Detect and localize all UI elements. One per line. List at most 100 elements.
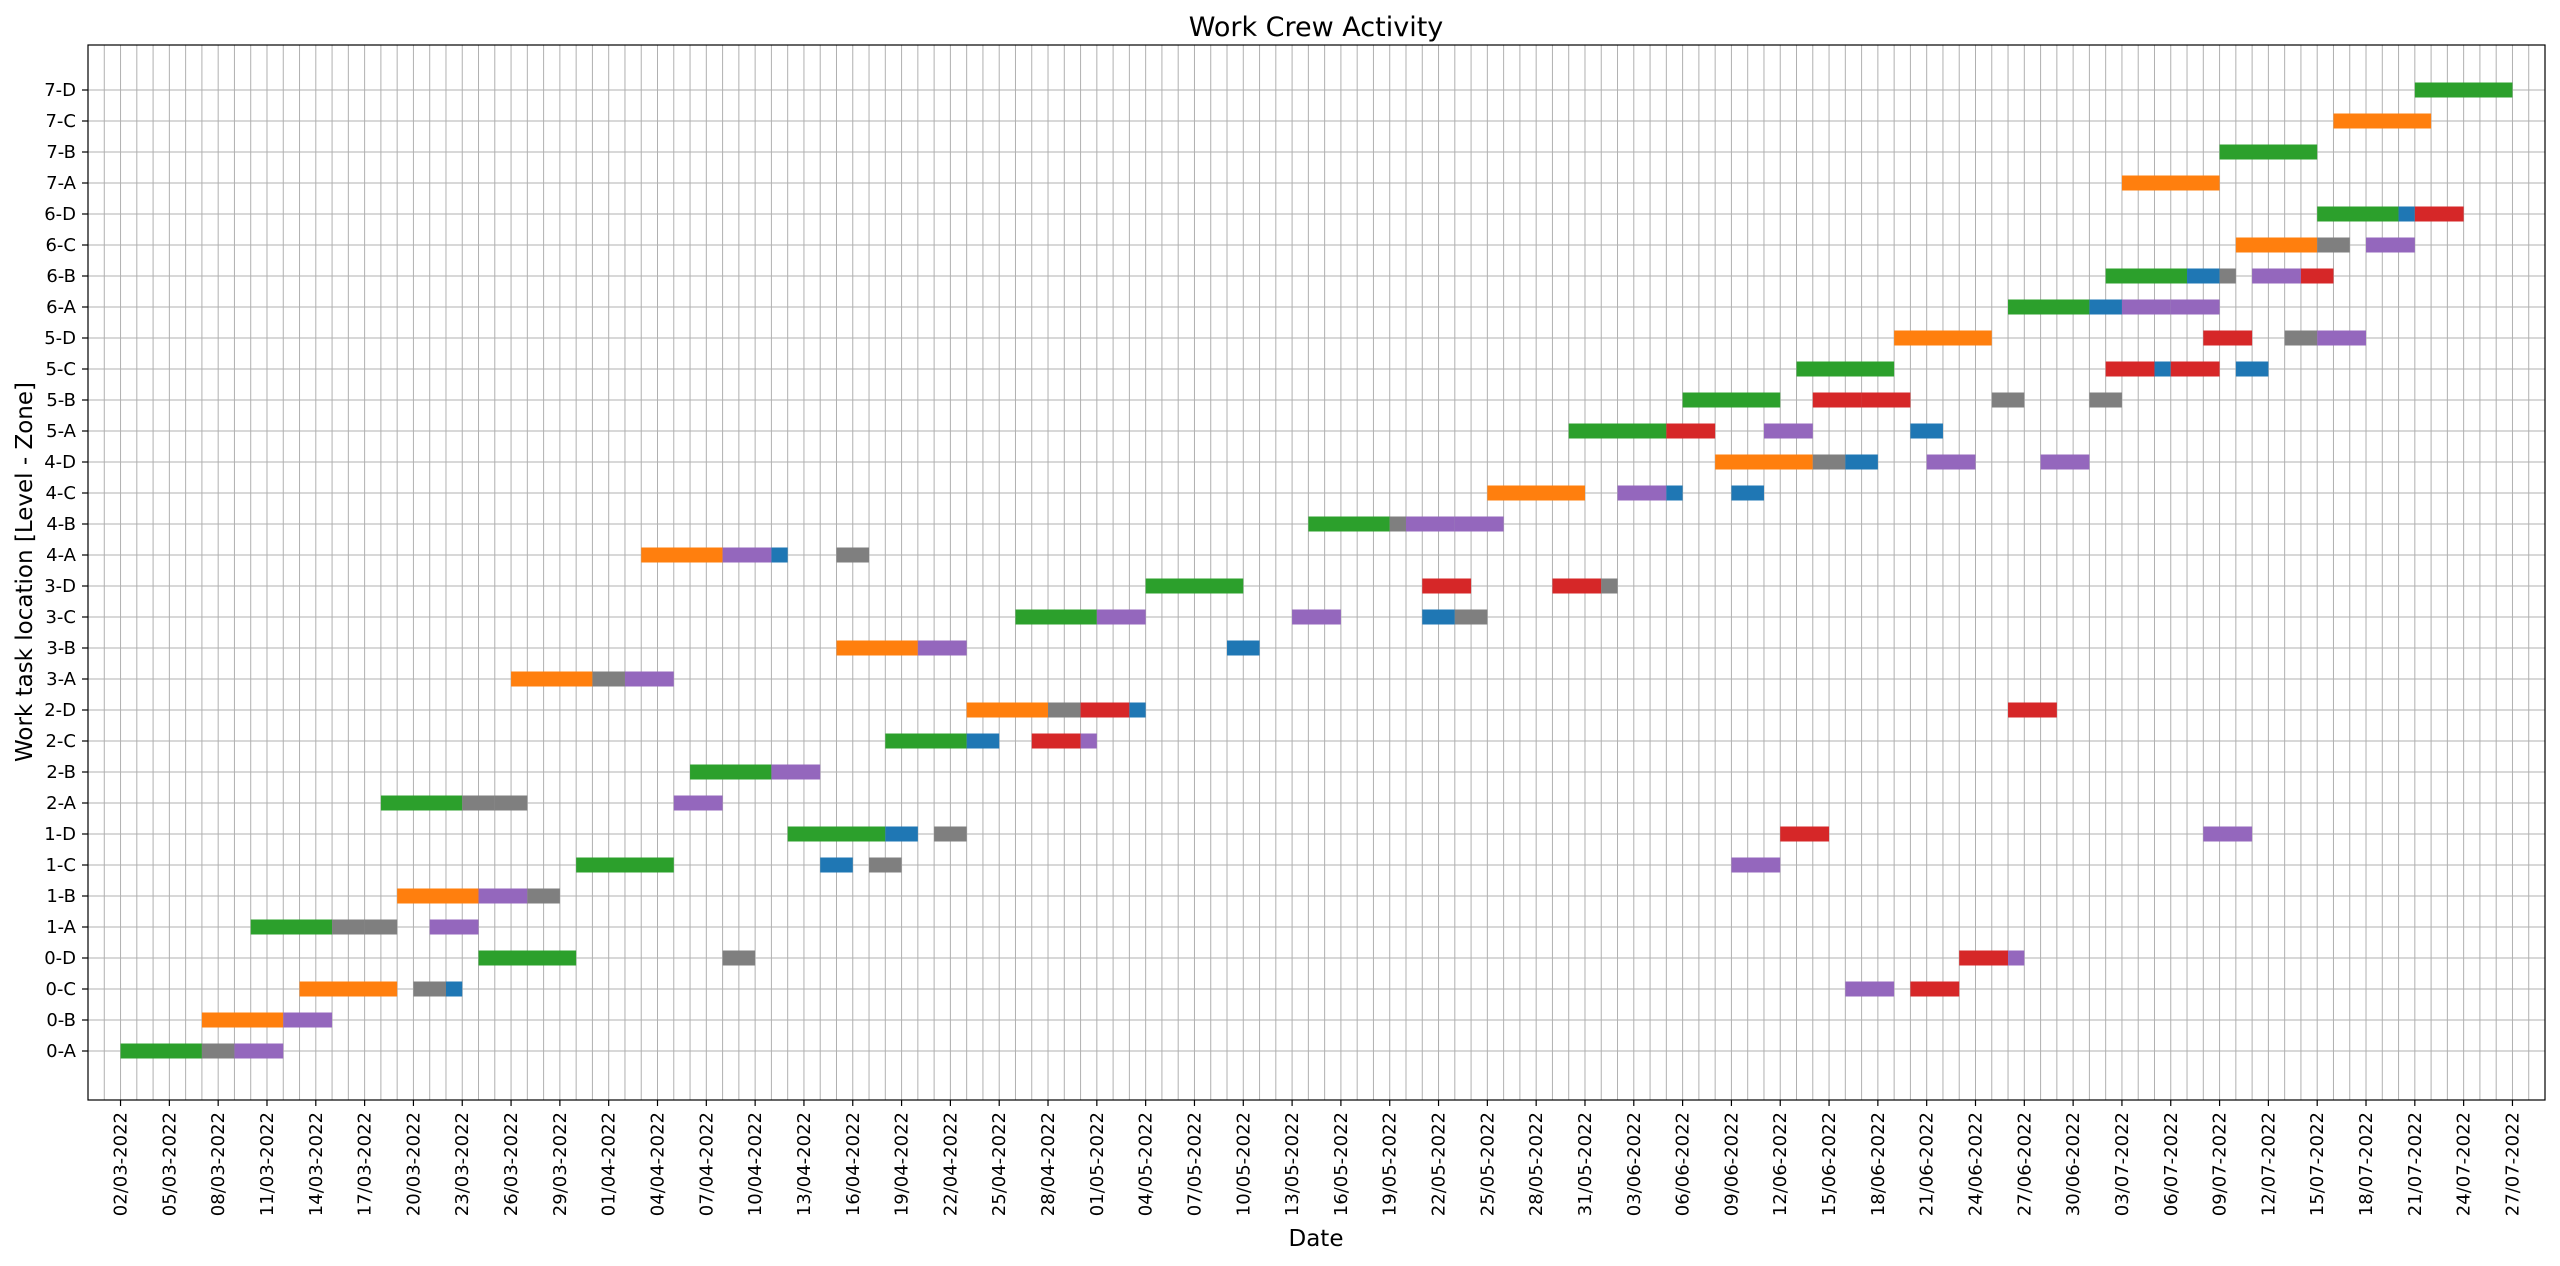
task-bar bbox=[641, 547, 723, 563]
x-tick-label: 21/06-2022 bbox=[1917, 1112, 1938, 1216]
x-tick-label: 30/06-2022 bbox=[2063, 1112, 2084, 1216]
x-tick-label: 22/04-2022 bbox=[940, 1112, 961, 1216]
task-bar bbox=[1145, 578, 1244, 594]
task-bar bbox=[2366, 237, 2415, 253]
y-tick-label: 3-B bbox=[46, 638, 76, 659]
y-tick-label: 4-B bbox=[46, 514, 76, 535]
task-bar bbox=[201, 1043, 235, 1059]
x-tick-label: 24/07-2022 bbox=[2454, 1112, 2475, 1216]
y-tick-label: 6-A bbox=[46, 297, 77, 318]
task-bar bbox=[2414, 206, 2464, 222]
task-bar bbox=[2284, 330, 2318, 346]
task-bar bbox=[380, 795, 463, 811]
y-tick-label: 3-C bbox=[45, 607, 76, 628]
task-bar bbox=[1129, 702, 1146, 718]
task-bar bbox=[2008, 299, 2090, 315]
x-tick-label: 14/03-2022 bbox=[306, 1112, 327, 1216]
grid-lines bbox=[88, 45, 2545, 1100]
task-bar bbox=[2235, 361, 2269, 377]
task-bar bbox=[2317, 330, 2367, 346]
task-bar bbox=[1080, 702, 1130, 718]
x-tick-label: 20/03-2022 bbox=[403, 1112, 424, 1216]
y-tick-label: 1-B bbox=[46, 886, 76, 907]
task-bar bbox=[2040, 454, 2090, 470]
task-bars bbox=[120, 82, 2513, 1059]
x-tick-label: 06/07-2022 bbox=[2161, 1112, 2182, 1216]
task-bar bbox=[299, 981, 398, 997]
y-tick-label: 1-D bbox=[44, 824, 76, 845]
task-bar bbox=[2203, 330, 2253, 346]
task-bar bbox=[283, 1012, 333, 1028]
task-bar bbox=[1910, 981, 1960, 997]
task-bar bbox=[2398, 206, 2415, 222]
task-bar bbox=[1926, 454, 1976, 470]
x-tick-label: 07/04-2022 bbox=[696, 1112, 717, 1216]
y-tick-label: 2-C bbox=[45, 731, 76, 752]
task-bar bbox=[429, 919, 479, 935]
task-bar bbox=[2187, 268, 2220, 284]
task-bar bbox=[2317, 206, 2399, 222]
task-bar bbox=[2105, 268, 2188, 284]
task-bar bbox=[2121, 175, 2220, 191]
task-bar bbox=[2008, 950, 2025, 966]
task-bar bbox=[787, 826, 886, 842]
task-bar bbox=[1666, 485, 1683, 501]
task-bar bbox=[1796, 361, 1895, 377]
y-tick-label: 3-A bbox=[46, 669, 77, 690]
task-bar bbox=[250, 919, 333, 935]
y-tick-label: 1-C bbox=[45, 855, 76, 876]
y-tick-label: 2-D bbox=[44, 700, 76, 721]
y-tick-label: 0-C bbox=[45, 979, 76, 1000]
task-bar bbox=[966, 733, 1000, 749]
task-bar bbox=[1015, 609, 1097, 625]
chart-title: Work Crew Activity bbox=[1189, 12, 1444, 43]
task-bar bbox=[1405, 516, 1455, 532]
task-bar bbox=[2235, 237, 2318, 253]
task-bar bbox=[966, 702, 1049, 718]
y-tick-label: 5-A bbox=[46, 421, 77, 442]
x-tick-label: 04/05-2022 bbox=[1136, 1112, 1157, 1216]
task-bar bbox=[1861, 392, 1911, 408]
task-bar bbox=[1454, 516, 1504, 532]
task-bar bbox=[2089, 392, 2122, 408]
y-axis-label: Work task location [Level - Zone] bbox=[12, 382, 38, 762]
x-axis-ticks: 02/03-2022 05/03-2022 08/03-2022 11/03-2022… bbox=[111, 1100, 2523, 1216]
task-bar bbox=[2105, 361, 2155, 377]
x-tick-label: 09/07-2022 bbox=[2210, 1112, 2231, 1216]
task-bar bbox=[478, 888, 528, 904]
task-bar bbox=[1910, 423, 1943, 439]
x-tick-label: 23/03-2022 bbox=[452, 1112, 473, 1216]
task-bar bbox=[1894, 330, 1992, 346]
task-bar bbox=[462, 795, 495, 811]
x-tick-label: 12/07-2022 bbox=[2258, 1112, 2279, 1216]
x-tick-label: 10/05-2022 bbox=[1233, 1112, 1254, 1216]
x-tick-label: 10/04-2022 bbox=[745, 1112, 766, 1216]
task-bar bbox=[1682, 392, 1781, 408]
task-bar bbox=[917, 640, 967, 656]
x-tick-label: 19/05-2022 bbox=[1380, 1112, 1401, 1216]
task-bar bbox=[1422, 578, 1472, 594]
y-tick-label: 7-A bbox=[46, 173, 77, 194]
x-tick-label: 03/06-2022 bbox=[1624, 1112, 1645, 1216]
task-bar bbox=[527, 888, 560, 904]
task-bar bbox=[722, 950, 756, 966]
task-bar bbox=[2414, 82, 2513, 98]
task-bar bbox=[511, 671, 593, 687]
task-bar bbox=[624, 671, 674, 687]
task-bar bbox=[934, 826, 967, 842]
task-bar bbox=[1048, 702, 1081, 718]
task-bar bbox=[1487, 485, 1585, 501]
task-bar bbox=[445, 981, 463, 997]
task-bar bbox=[1845, 454, 1878, 470]
task-bar bbox=[2300, 268, 2334, 284]
x-tick-label: 03/07-2022 bbox=[2112, 1112, 2133, 1216]
task-bar bbox=[2219, 144, 2318, 160]
task-bar bbox=[2219, 268, 2236, 284]
x-tick-label: 18/07-2022 bbox=[2356, 1112, 2377, 1216]
task-bar bbox=[1666, 423, 1716, 439]
y-tick-label: 0-B bbox=[46, 1010, 76, 1031]
task-bar bbox=[2089, 299, 2122, 315]
x-tick-label: 08/03-2022 bbox=[208, 1112, 229, 1216]
x-tick-label: 16/05-2022 bbox=[1331, 1112, 1352, 1216]
